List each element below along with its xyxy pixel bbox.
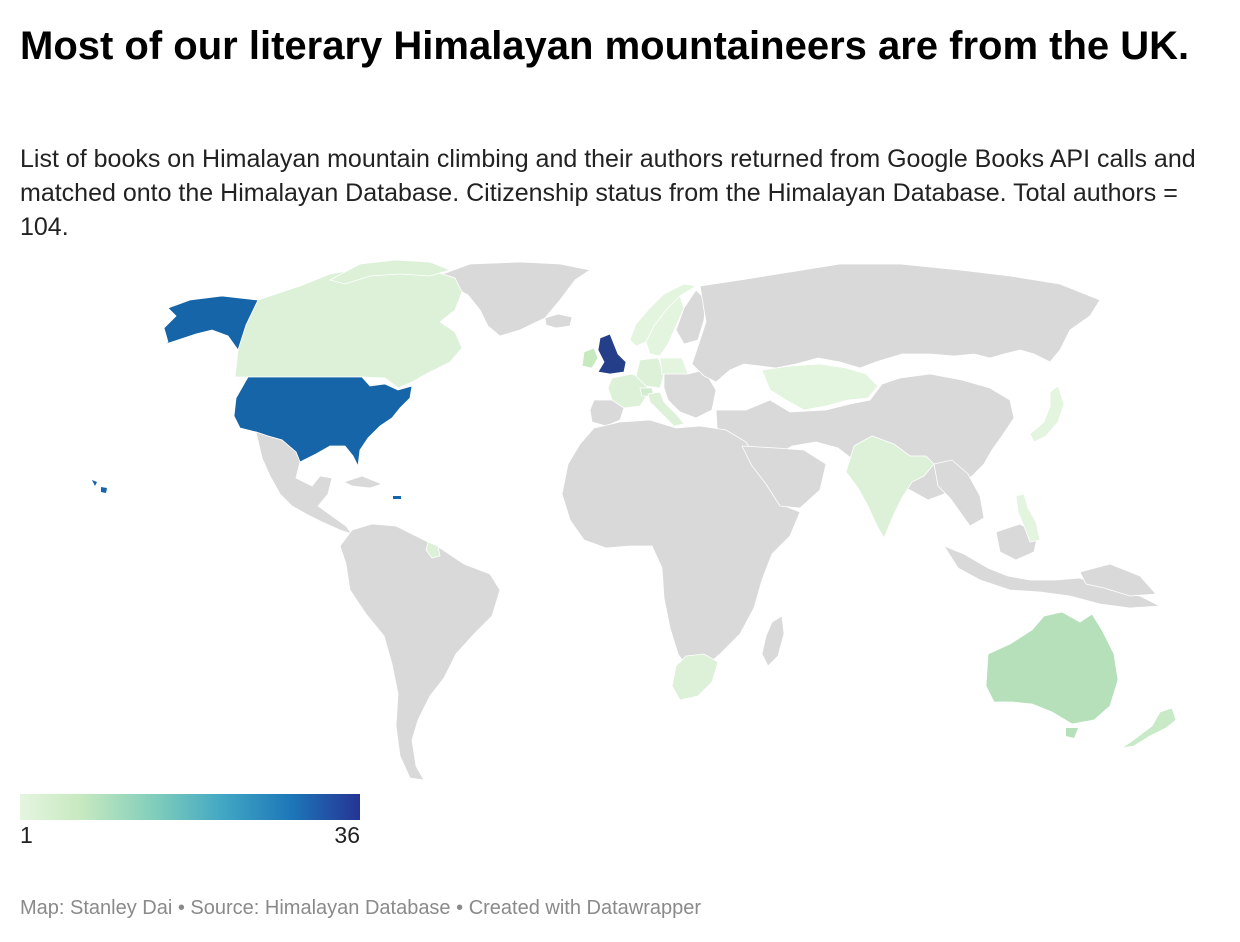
region-southeast-asia: [933, 459, 985, 527]
country-norway[interactable]: [629, 283, 698, 347]
color-scale-legend: 1 36: [20, 794, 360, 848]
footer-separator: •: [172, 897, 191, 919]
color-scale-bar: [20, 794, 360, 820]
region-eastern-europe: [663, 369, 717, 419]
country-italy[interactable]: [647, 391, 685, 427]
region-middle-east: [741, 445, 827, 509]
country-philippines[interactable]: [1015, 493, 1041, 543]
legend-min-label: 1: [20, 822, 33, 848]
world-choropleth-map: [92, 259, 1177, 781]
country-japan[interactable]: [1029, 385, 1065, 443]
country-usa-hawaii[interactable]: [92, 480, 107, 493]
country-ireland[interactable]: [581, 347, 599, 369]
country-iceland: [544, 313, 573, 329]
country-guyana[interactable]: [425, 541, 441, 559]
country-kazakhstan[interactable]: [761, 363, 879, 411]
country-south-africa[interactable]: [671, 653, 719, 701]
continent-africa: [561, 419, 801, 673]
continent-south-america: [339, 523, 501, 781]
country-papua-new-guinea: [1079, 563, 1157, 597]
country-madagascar: [761, 615, 785, 667]
source-credit: Source: Himalayan Database: [190, 897, 451, 919]
country-usa-alaska[interactable]: [139, 295, 259, 359]
country-australia[interactable]: [985, 611, 1119, 725]
map-subtitle: List of books on Himalayan mountain clim…: [20, 145, 1196, 241]
map-credit: Map: Stanley Dai: [20, 897, 173, 919]
country-spain: [589, 399, 625, 427]
country-usa-puerto-rico[interactable]: [393, 496, 401, 499]
country-new-zealand[interactable]: [1121, 707, 1177, 749]
country-cuba: [342, 475, 384, 489]
country-australia-tasmania[interactable]: [1066, 728, 1078, 738]
footer-separator: •: [450, 897, 469, 919]
country-sweden[interactable]: [645, 295, 685, 357]
country-canada-islands[interactable]: [328, 259, 452, 285]
country-mexico: [255, 431, 354, 535]
tool-credit: Created with Datawrapper: [468, 897, 702, 919]
country-finland: [675, 289, 707, 345]
country-uk[interactable]: [597, 333, 627, 375]
country-russia: [691, 263, 1101, 383]
legend-max-label: 36: [334, 822, 360, 848]
country-germany[interactable]: [635, 357, 665, 389]
map-title: Most of our literary Himalayan mountaine…: [20, 24, 1190, 68]
footer-credits: Map: Stanley Dai • Source: Himalayan Dat…: [20, 897, 701, 920]
country-canada[interactable]: [234, 265, 463, 389]
country-india[interactable]: [845, 435, 935, 539]
region-indonesia: [942, 545, 1162, 609]
